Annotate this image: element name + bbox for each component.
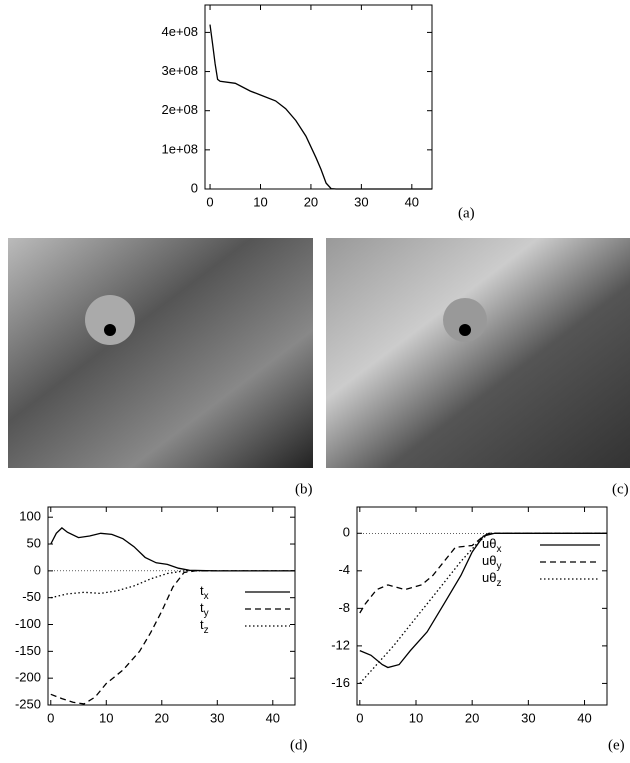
legend-label: uθz [482,570,501,588]
photo-detail [459,324,471,336]
photo-detail [443,298,487,342]
x-tick-label: 30 [521,710,535,725]
legend-label: tz [200,617,209,635]
x-tick-label: 10 [253,194,267,209]
plot-frame [204,4,433,190]
y-tick-label: -16 [331,675,350,690]
x-tick-label: 40 [405,194,419,209]
photo [8,238,313,468]
line-series [359,532,607,669]
legend-label: uθy [482,553,501,571]
y-tick-label: -8 [338,600,350,615]
x-tick-label: 30 [210,710,224,725]
x-tick-label: 10 [409,710,423,725]
line-series [209,24,432,190]
panel-label: (d) [290,737,308,753]
y-tick-label: -200 [15,670,41,685]
plot-frame [47,506,296,706]
legend-label: uθx [482,536,501,554]
x-tick-label: 30 [354,194,368,209]
panel-label: (b) [295,481,313,497]
line-series [50,570,295,705]
y-tick-label: -250 [15,696,41,711]
panel-label: (a) [458,205,475,221]
y-tick-label: 0 [343,525,350,540]
y-tick-label: -50 [22,589,41,604]
y-tick-label: 100 [19,509,41,524]
y-tick-label: 0 [191,180,198,195]
line-series [359,532,607,614]
y-tick-label: 1e+08 [161,141,198,156]
y-tick-label: -150 [15,643,41,658]
y-tick-label: -12 [331,637,350,652]
y-tick-label: 4e+08 [161,24,198,39]
line-series [359,532,607,684]
y-tick-label: 50 [27,535,41,550]
legend-label: tx [200,583,209,601]
line-series [50,570,295,599]
photo-detail [104,324,116,336]
photo [326,238,630,468]
x-tick-label: 20 [465,710,479,725]
line-series [50,527,295,572]
plot-frame [356,506,608,706]
panel-label: (e) [608,737,625,753]
x-tick-label: 0 [206,194,213,209]
y-tick-label: -100 [15,616,41,631]
x-tick-label: 40 [266,710,280,725]
x-tick-label: 0 [47,710,54,725]
y-tick-label: -4 [338,562,350,577]
x-tick-label: 20 [304,194,318,209]
panel-label: (c) [612,481,629,497]
y-tick-label: 3e+08 [161,63,198,78]
y-tick-label: 0 [34,562,41,577]
y-tick-label: 2e+08 [161,102,198,117]
x-tick-label: 0 [356,710,363,725]
photo-detail [85,295,135,345]
x-tick-label: 40 [577,710,591,725]
legend-label: ty [200,600,209,618]
x-tick-label: 20 [155,710,169,725]
x-tick-label: 10 [99,710,113,725]
